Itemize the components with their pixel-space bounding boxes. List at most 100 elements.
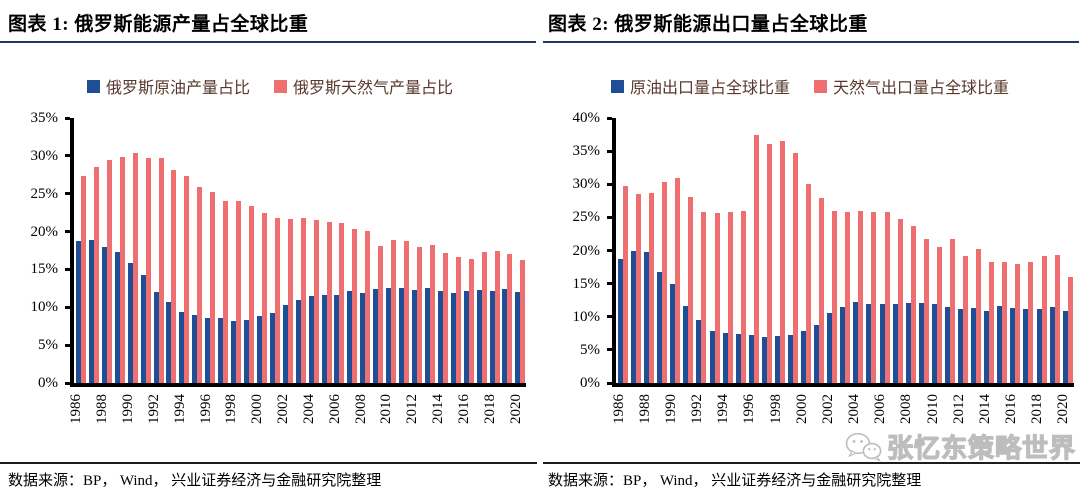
bar-pair-2001 [269,118,283,383]
x-axis-tick-label: 2012 [404,394,421,424]
bar [236,200,242,383]
y-axis-tick-label: 25% [30,185,59,202]
bar [788,334,794,383]
bar [231,320,237,383]
y-axis-tick-label: 15% [30,261,59,278]
bar-pair-2016 [463,118,477,383]
x-axis-tick-label: 2002 [275,394,292,424]
bar-pair-2019 [502,118,515,383]
bar [119,157,125,383]
y-axis-tick [607,215,612,219]
figure-1-legend: 俄罗斯原油产量占比 俄罗斯天然气产量占比 [0,74,540,98]
bar [910,226,916,383]
y-axis-tick [65,154,70,158]
bar [657,271,663,383]
bar [274,217,280,383]
bar [468,258,474,383]
bar [827,313,833,383]
bar-pair-2005 [866,118,879,383]
legend-item-oil: 俄罗斯原油产量占比 [86,74,250,98]
y-axis-tick-label: 0% [38,375,58,391]
bar [897,219,903,383]
bar-pair-1998 [231,118,244,383]
bar [748,335,754,383]
bar [411,289,417,383]
bar [1015,263,1021,383]
x-axis-tick-label: 1992 [689,394,706,424]
bar [197,186,203,383]
bar [936,247,942,383]
bar [1067,277,1073,383]
bar [424,288,430,383]
bar-series-container [74,118,528,383]
bar-pair-1994 [179,118,192,383]
bar-pair-1988 [101,118,115,383]
bar-pair-2018 [1036,118,1050,383]
bar [463,290,469,383]
bar [282,305,288,383]
bar [735,333,741,383]
legend-item-gas: 俄罗斯天然气产量占比 [274,74,453,98]
bar [437,290,443,383]
plot-area [65,116,528,387]
x-axis-tick-label: 1996 [197,394,214,424]
y-axis-tick [607,249,612,252]
bar [334,295,340,383]
bar-pair-1989 [114,118,128,383]
bar [722,332,728,383]
bar [636,194,642,383]
x-axis-tick-label: 1992 [145,394,162,424]
bar [832,211,838,383]
bar [507,254,513,383]
bar [179,311,185,383]
bar [753,135,759,383]
bar-pair-1996 [205,118,218,383]
bar [223,201,229,383]
bar [853,302,859,383]
bar-pair-2009 [918,118,932,383]
oil-series-swatch [610,79,624,93]
bar-pair-1990 [670,118,683,383]
bar-pair-2017 [476,118,490,383]
bar [450,292,456,383]
bar-pair-2007 [892,118,906,383]
bar [373,289,379,383]
bar [399,287,405,383]
bar [114,252,120,383]
y-axis-tick [607,149,612,153]
legend-label: 俄罗斯天然气产量占比 [293,80,454,97]
y-axis-tick-label: 5% [580,341,600,358]
bar-pair-1991 [140,118,154,383]
y-axis-tick [65,192,70,196]
bar [1062,311,1068,383]
figure-2-title: 图表 2: 俄罗斯能源出口量占全球比重 [548,14,868,35]
bar [774,335,780,383]
y-axis: 0% 5% 10% 15% 20% 25% 30% 35% [0,110,70,391]
bar [649,192,655,383]
bar-pair-1986 [76,118,89,383]
bar [300,217,306,383]
bar-pair-2009 [373,118,386,383]
bar-pair-2010 [386,118,399,383]
bar-pair-2019 [1049,118,1063,383]
bar [360,292,366,383]
bar [256,315,262,383]
bar [140,274,146,383]
y-axis-tick [65,267,70,271]
bar [269,312,275,383]
bar-pair-2010 [931,118,945,383]
gas-series-swatch [814,79,827,93]
legend-item-gas: 天然气出口量占全球比重 [814,74,1009,98]
bar-pair-1999 [243,118,257,383]
bar [1002,262,1008,383]
bar [93,167,99,383]
x-axis-tick-label: 1986 [610,394,627,424]
bar-pair-1995 [735,118,749,383]
bar [218,317,224,383]
bar-pair-2008 [905,118,919,383]
bar [481,252,487,383]
bar [101,246,107,383]
bar [688,196,694,383]
x-axis-tick-label: 2004 [300,394,317,424]
bar [1041,256,1047,383]
